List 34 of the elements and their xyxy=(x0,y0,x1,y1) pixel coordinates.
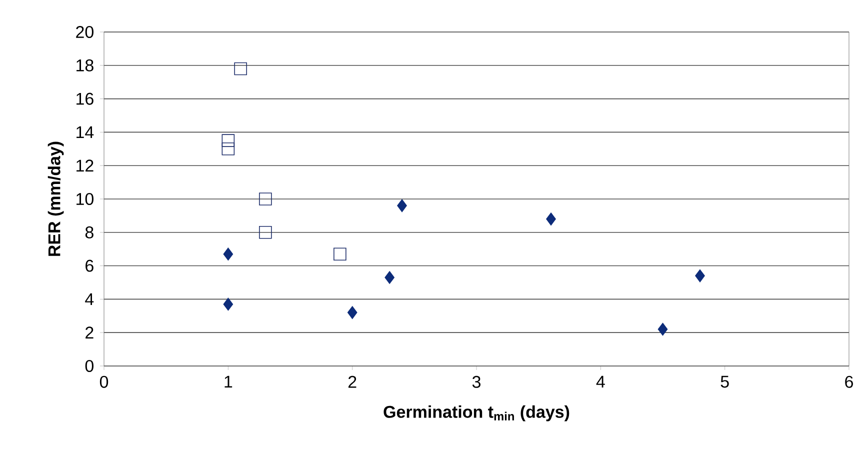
point xyxy=(222,134,235,147)
x-tick-label: 2 xyxy=(348,376,356,388)
y-tick-label: 8 xyxy=(85,226,94,238)
point xyxy=(397,199,407,212)
y-tick-label: 4 xyxy=(85,293,94,306)
y-axis-title: RER (mm/day) xyxy=(48,142,64,256)
y-tick-label: 0 xyxy=(85,360,94,372)
y-tick-label: 18 xyxy=(76,59,94,72)
x-tick-label: 3 xyxy=(472,376,480,388)
y-tick-label: 2 xyxy=(86,326,94,339)
x-tick-label: 4 xyxy=(596,376,605,388)
point xyxy=(259,226,272,239)
point xyxy=(546,212,556,226)
point xyxy=(334,248,346,260)
x-tick-label: 6 xyxy=(845,376,853,388)
point xyxy=(223,248,234,260)
y-tick-label: 6 xyxy=(86,260,94,272)
y-tick-label: 20 xyxy=(76,26,94,38)
x-tick-label: 0 xyxy=(100,376,108,388)
y-tick-label: 12 xyxy=(76,160,94,172)
x-axis-title: Germination t$_{min}$ (days) xyxy=(384,405,570,422)
y-tick-label: 16 xyxy=(76,92,94,105)
point xyxy=(695,269,705,282)
y-tick-label: 14 xyxy=(76,126,94,138)
point xyxy=(223,298,234,311)
y-tick-label: 10 xyxy=(76,192,94,206)
point xyxy=(384,271,394,284)
x-tick-label: 5 xyxy=(720,376,729,388)
point xyxy=(347,306,358,319)
point xyxy=(234,62,247,76)
point xyxy=(259,192,272,206)
x-tick-label: 1 xyxy=(224,376,232,388)
point xyxy=(658,322,668,336)
point xyxy=(222,142,235,156)
